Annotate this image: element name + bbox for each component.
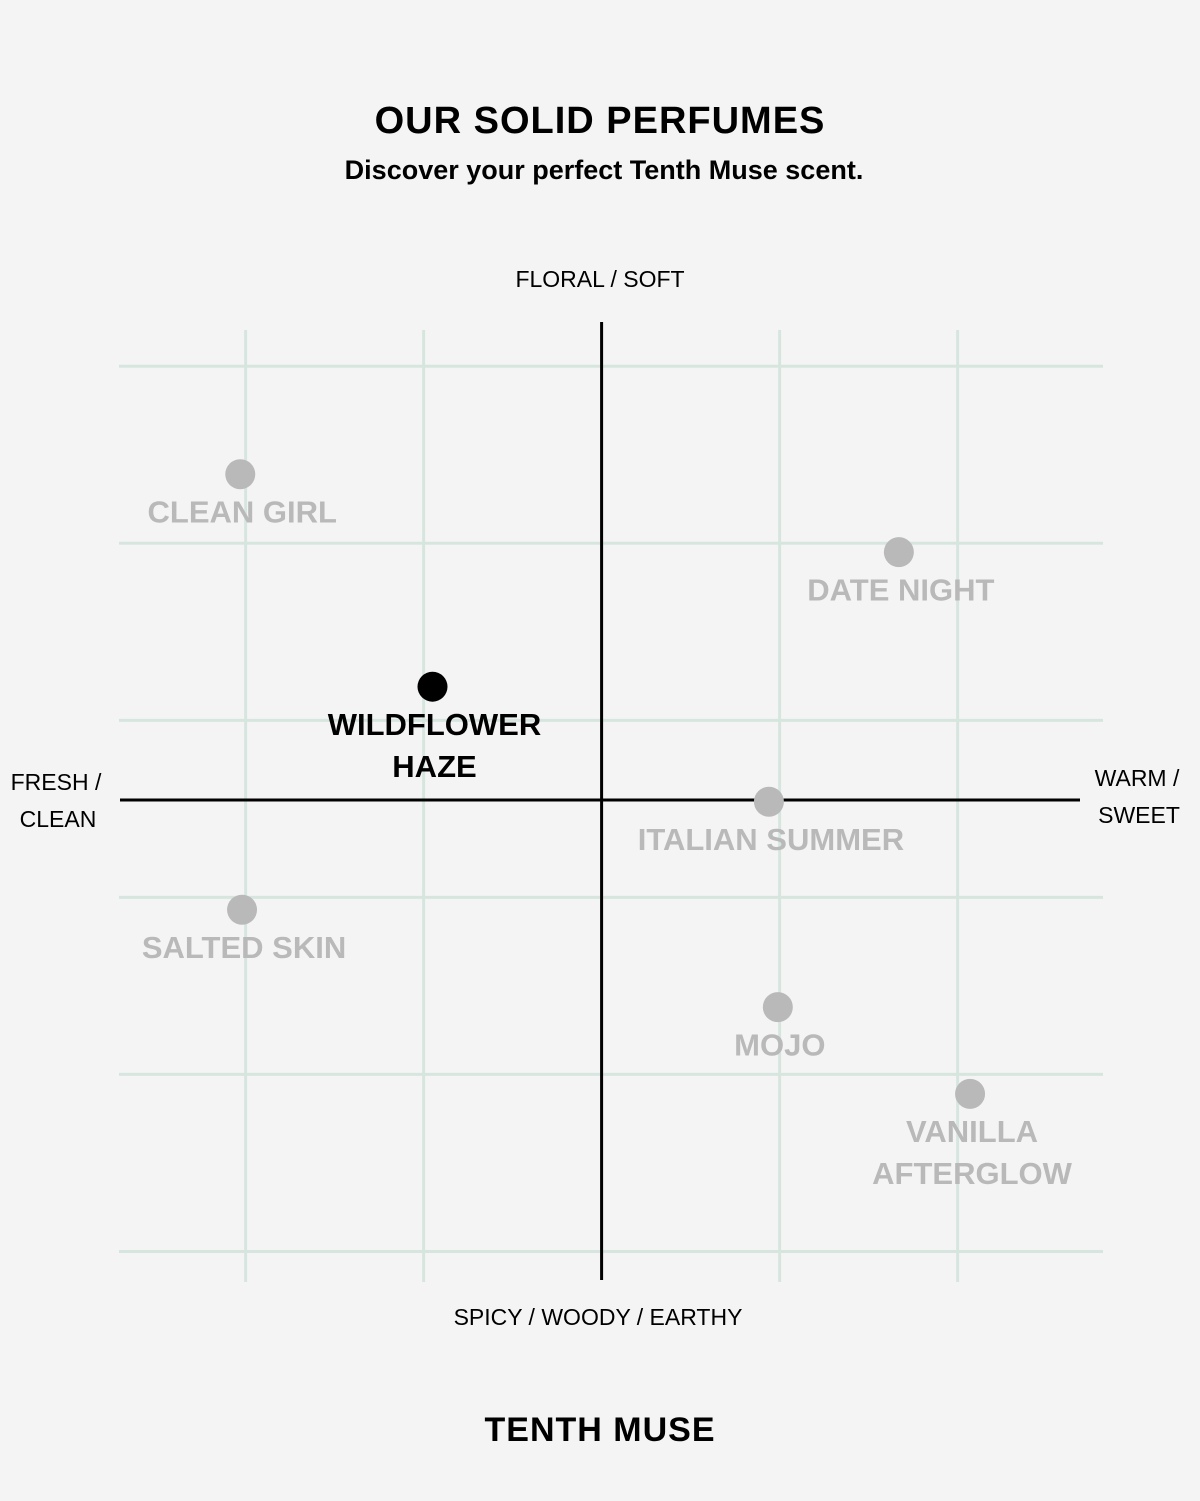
scent-label: VANILLA	[906, 1114, 1038, 1149]
scent-label: DATE NIGHT	[807, 572, 994, 607]
scent-point	[227, 894, 258, 925]
right-axis-label: SWEET	[1098, 802, 1180, 828]
scent-label: MOJO	[734, 1027, 825, 1062]
right-axis-label: WARM /	[1095, 765, 1180, 791]
left-axis-label: FRESH /	[11, 769, 102, 795]
scent-label: AFTERGLOW	[872, 1156, 1072, 1191]
scent-point	[417, 671, 448, 702]
scent-label: SALTED SKIN	[142, 930, 346, 965]
chart-subtitle: Discover your perfect Tenth Muse scent.	[345, 155, 864, 185]
scent-label: ITALIAN SUMMER	[638, 822, 904, 857]
axes	[120, 322, 1080, 1280]
left-axis-label: CLEAN	[20, 806, 97, 832]
scent-label: HAZE	[392, 749, 476, 784]
grid	[119, 330, 1103, 1282]
chart-title: OUR SOLID PERFUMES	[375, 100, 826, 142]
scent-point	[955, 1078, 986, 1109]
scent-label: CLEAN GIRL	[148, 494, 337, 529]
top-axis-label: FLORAL / SOFT	[515, 266, 684, 292]
scent-point	[762, 992, 793, 1023]
bottom-axis-label: SPICY / WOODY / EARTHY	[454, 1304, 743, 1330]
scent-point	[753, 786, 784, 817]
scent-label: WILDFLOWER	[328, 707, 542, 742]
brand-footer: TENTH MUSE	[485, 1411, 716, 1449]
scent-point	[883, 537, 914, 568]
scent-point	[225, 459, 256, 490]
marks: CLEAN GIRL DATE NIGHT WILDFLOWER HAZE ITALIA…	[142, 459, 1073, 1191]
